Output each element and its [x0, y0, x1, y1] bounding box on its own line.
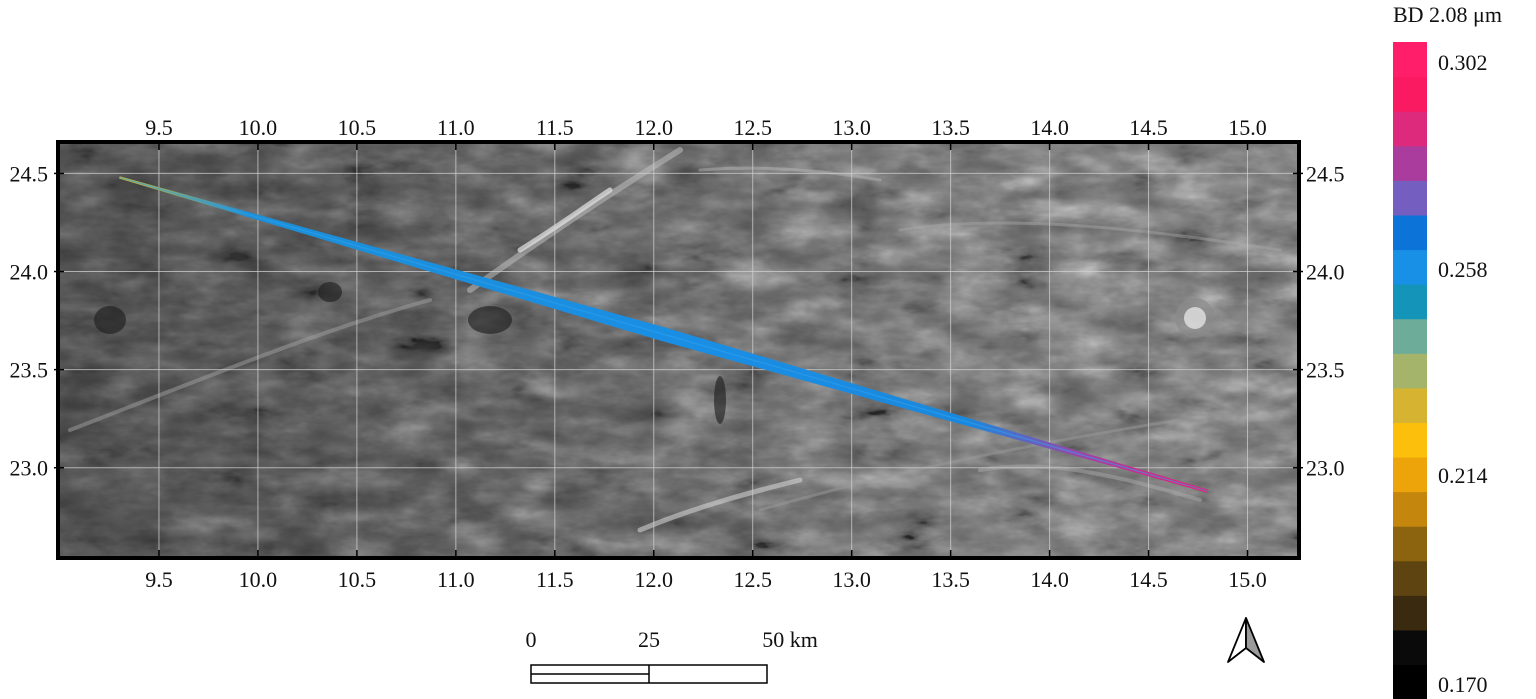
colorbar-segment [1393, 422, 1427, 458]
tick-label-x-top: 15.0 [1228, 115, 1267, 140]
north-arrow-icon [1227, 617, 1265, 663]
colorbar-segment [1393, 111, 1427, 147]
colorbar [1393, 42, 1427, 699]
scale-label-0: 0 [526, 627, 537, 652]
tick-label-x-top: 14.0 [1030, 115, 1069, 140]
tick-label-y-left: 24.0 [10, 260, 49, 285]
tick-label-x-bottom: 14.0 [1030, 567, 1069, 592]
observation-track [119, 176, 1209, 493]
colorbar-segment [1393, 76, 1427, 112]
colorbar-segment [1393, 249, 1427, 285]
tick-label-x-bottom: 14.5 [1129, 567, 1168, 592]
tick-label-y-right: 23.5 [1306, 358, 1345, 383]
colorbar-segment [1393, 526, 1427, 562]
tick-label-x-top: 13.0 [832, 115, 871, 140]
colorbar-segment [1393, 214, 1427, 251]
terrain-shading [60, 144, 1297, 556]
tick-label-x-top: 11.0 [437, 115, 475, 140]
map-border [56, 140, 1301, 560]
tick-label-x-bottom: 10.0 [239, 567, 278, 592]
tick-label-x-bottom: 15.0 [1228, 567, 1267, 592]
legend-title: BD 2.08 μm [1393, 2, 1502, 27]
legend-label-high: 0.258 [1438, 257, 1488, 282]
terrain-dark-features [94, 282, 726, 424]
tick-label-x-bottom: 11.0 [437, 567, 475, 592]
grid-lines [60, 144, 1297, 556]
tick-label-x-top: 11.5 [536, 115, 574, 140]
track-centerline [119, 176, 1209, 492]
colorbar-segment [1393, 664, 1427, 699]
legend-label-max: 0.302 [1438, 50, 1488, 75]
tick-marks [54, 140, 1303, 560]
colorbar-segment [1393, 180, 1427, 216]
tick-label-y-left: 23.0 [10, 456, 49, 481]
crater-feature [1175, 298, 1215, 338]
tick-label-x-top: 12.0 [635, 115, 674, 140]
colorbar-segment [1393, 284, 1427, 320]
scale-bar: 0 25 50 km [526, 627, 818, 684]
tick-label-x-bottom: 10.5 [338, 567, 377, 592]
tick-label-x-bottom: 12.0 [635, 567, 674, 592]
terrain-ridges [68, 147, 1282, 533]
tick-label-x-bottom: 13.5 [931, 567, 970, 592]
map-panel: 9.5 9.5 10.0 10.0 10.5 10.5 11.0 11.0 11.5 11.5 12… [10, 115, 1345, 592]
tick-label-x-top: 10.5 [338, 115, 377, 140]
tick-label-y-right: 23.0 [1306, 456, 1345, 481]
colorbar-segment [1393, 387, 1427, 423]
colorbar-segment [1393, 595, 1427, 631]
tick-label-x-top: 13.5 [931, 115, 970, 140]
colorbar-segment [1393, 42, 1427, 78]
tick-label-x-bottom: 12.5 [733, 567, 772, 592]
tick-label-y-right: 24.5 [1306, 161, 1345, 186]
tick-label-x-top: 14.5 [1129, 115, 1168, 140]
colorbar-segment [1393, 629, 1427, 666]
tick-label-y-right: 24.0 [1306, 260, 1345, 285]
tick-label-x-bottom: 11.5 [536, 567, 574, 592]
legend-label-mid: 0.214 [1438, 463, 1488, 488]
colorbar-segment [1393, 353, 1427, 389]
colorbar-segment [1393, 456, 1427, 493]
tick-label-x-top: 9.5 [145, 115, 173, 140]
tick-label-x-bottom: 9.5 [145, 567, 173, 592]
tick-label-y-left: 23.5 [10, 358, 49, 383]
legend-label-min: 0.170 [1438, 672, 1488, 697]
scale-label-50-km: 50 km [762, 627, 818, 652]
axis-labels: 9.5 9.5 10.0 10.0 10.5 10.5 11.0 11.0 11.5 11.5 12… [10, 115, 1345, 592]
colorbar-legend: BD 2.08 μm 0.302 0.258 0.214 0.170 [1393, 2, 1502, 699]
scale-label-25: 25 [638, 627, 660, 652]
tick-label-x-bottom: 13.0 [832, 567, 871, 592]
tick-label-x-top: 12.5 [733, 115, 772, 140]
colorbar-segment [1393, 318, 1427, 354]
colorbar-segment [1393, 491, 1427, 527]
tick-label-x-top: 10.0 [239, 115, 278, 140]
tick-label-y-left: 24.5 [10, 161, 49, 186]
colorbar-segment [1393, 145, 1427, 181]
colorbar-segment [1393, 560, 1427, 596]
